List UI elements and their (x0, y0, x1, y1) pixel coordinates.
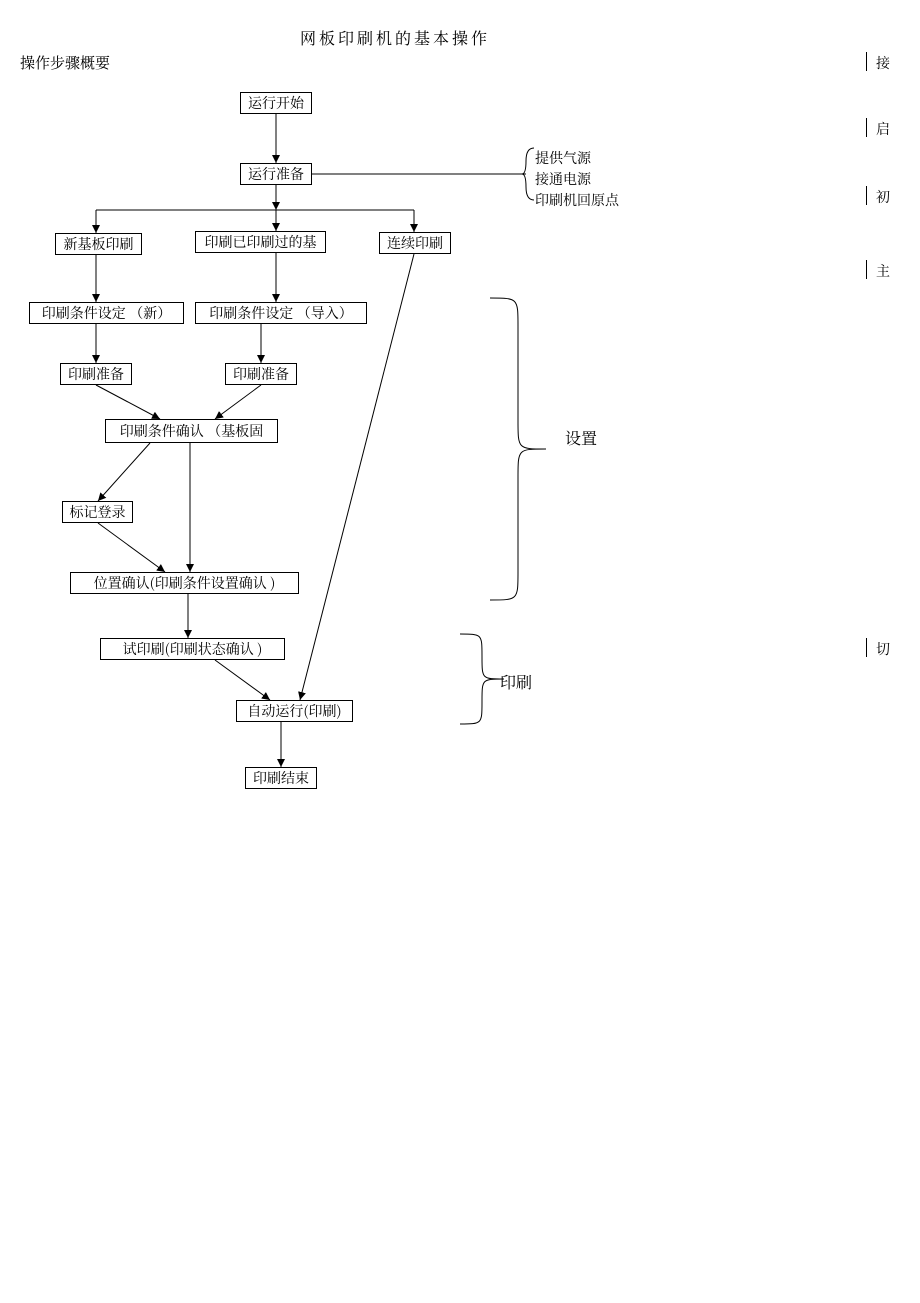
supply-item-2: 印刷机回原点 (535, 190, 619, 210)
brace-print-label: 印刷 (500, 670, 532, 693)
section-subtitle: 操作步骤概要 (20, 52, 110, 73)
node-reprint: 印刷已印刷过的基 (195, 231, 326, 253)
node-contprint: 连续印刷 (379, 232, 451, 254)
node-testprint: 试印刷(印刷状态确认 ) (100, 638, 285, 660)
node-cond-imp: 印刷条件设定 （导入） (195, 302, 367, 324)
brace-settings-label: 设置 (565, 426, 597, 449)
flowchart-canvas: 网板印刷机的基本操作 操作步骤概要 运行开始 运行准备 新基板印刷 印刷已印刷过… (0, 0, 920, 1303)
node-confirm: 印刷条件确认 （基板固 (105, 419, 278, 443)
node-end: 印刷结束 (245, 767, 317, 789)
supply-item-1: 接通电源 (535, 169, 591, 189)
page-title: 网板印刷机的基本操作 (300, 26, 490, 49)
node-markreg: 标记登录 (62, 501, 133, 523)
supply-item-0: 提供气源 (535, 148, 591, 168)
node-cond-new: 印刷条件设定 （新） (29, 302, 184, 324)
node-ready-l: 印刷准备 (60, 363, 132, 385)
node-ready-r: 印刷准备 (225, 363, 297, 385)
node-posconf: 位置确认(印刷条件设置确认 ) (70, 572, 299, 594)
node-autorun: 自动运行(印刷) (236, 700, 353, 722)
node-prepare: 运行准备 (240, 163, 312, 185)
node-newboard: 新基板印刷 (55, 233, 142, 255)
node-start: 运行开始 (240, 92, 312, 114)
